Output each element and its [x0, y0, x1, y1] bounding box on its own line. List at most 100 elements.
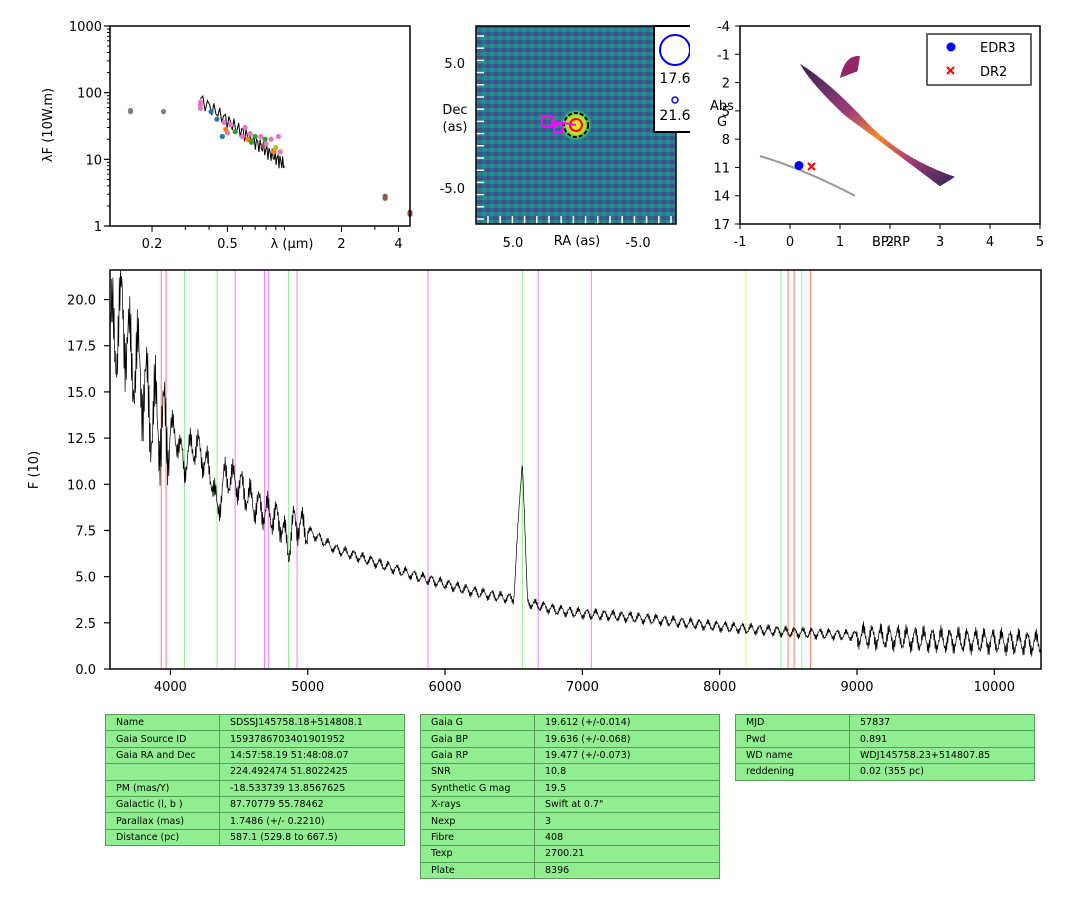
- table-value: 87.70779 55.78462: [219, 795, 405, 814]
- table-row: X-rays Swift at 0.7": [420, 795, 720, 814]
- info-table-right: MJD 57837 Pwd 0.891 WD name WDJ145758.23+5148…: [735, 713, 1035, 781]
- spectrum-ytick-label: 20.0: [67, 294, 96, 309]
- table-key: Gaia G: [420, 713, 535, 732]
- table-value: 1.7486 (+/- 0.2210): [219, 812, 405, 830]
- sed-point: [197, 99, 203, 105]
- spectrum-ylabel: Fλ (10−17erg s−1cm−2Å−1): [27, 451, 42, 489]
- spectrum-ytick-label: 10.0: [67, 478, 96, 493]
- cutout-ytick-top: 5.0: [444, 57, 465, 72]
- hr-xtick-label: 4: [986, 235, 994, 250]
- table-value: WDJ145758.23+514807.85: [849, 746, 1035, 765]
- sed-frame: [109, 25, 411, 227]
- table-value: -18.533739 13.8567625: [219, 779, 405, 797]
- table-key: SNR: [420, 763, 535, 781]
- hr-diagram: -4 -1 2 5 8 11 14 17 -1 0 1 2 3 4 5 EDR3 DR2 Abs G BP-RP: [710, 20, 1044, 250]
- sed-point: [277, 149, 283, 155]
- table-row: Gaia RP 19.477 (+/-0.073): [420, 746, 720, 765]
- spectrum-xtick-label: 6000: [429, 680, 462, 695]
- mag-bright-circle: [659, 34, 690, 66]
- cutout-ticks: [476, 35, 672, 224]
- sed-plot: 1 10 100 1000 0.2 0.5 2 4 λFλ (10−17W.m−2) λ (μ…: [41, 20, 413, 252]
- spectrum-xtick-label: 7000: [566, 680, 599, 695]
- hr-ylabel-1: Abs: [710, 99, 734, 114]
- sed-point: [263, 141, 269, 147]
- mag-legend: [653, 25, 690, 133]
- spectrum-ytick-label: 0.0: [75, 663, 96, 678]
- spectrum-series: [109, 269, 1042, 657]
- table-value: 19.612 (+/-0.014): [534, 713, 720, 732]
- table-key: Texp: [420, 845, 535, 863]
- table-value: 224.492474 51.8022425: [219, 763, 405, 781]
- legend-dr2-label: DR2: [980, 65, 1007, 80]
- sed-point: [247, 131, 253, 137]
- table-key: reddening: [735, 763, 850, 781]
- table-row: PM (mas/Y) -18.533739 13.8567625: [105, 779, 405, 797]
- table-key: Parallax (mas): [105, 812, 220, 830]
- table-row: Gaia Source ID 1593786703401901952: [105, 730, 405, 748]
- table-value: 14:57:58.19 51:48:08.07: [219, 746, 405, 765]
- cutout-xtick-right: -5.0: [625, 236, 650, 251]
- spectrum-ytick-label: 5.0: [75, 571, 96, 586]
- legend-edr3-marker: [946, 42, 956, 52]
- hr-point-dr2: [807, 162, 816, 171]
- pm-square-2: [553, 123, 563, 133]
- hr-ylabel-2: G: [717, 115, 727, 130]
- sed-ytick-label: 100: [77, 87, 102, 102]
- sed-point: [127, 108, 134, 115]
- hr-ytick-label: -4: [717, 20, 730, 35]
- table-key: Gaia Source ID: [105, 730, 220, 748]
- cutout-ylabel-1: Dec: [442, 103, 467, 118]
- hr-xtick-label: 2: [886, 235, 894, 250]
- table-key: X-rays: [420, 795, 535, 814]
- sed-point: [382, 195, 388, 201]
- sed-ylabel: λFλ (10−17W.m−2): [41, 88, 56, 162]
- sed-point: [208, 108, 214, 115]
- table-row: Plate 8396: [420, 861, 720, 879]
- table-key: Nexp: [420, 812, 535, 830]
- table-key: Fibre: [420, 828, 535, 847]
- hr-xtick-label: 5: [1036, 235, 1044, 250]
- table-row: Gaia G 19.612 (+/-0.014): [420, 713, 720, 732]
- cutout-ytick-bottom: -5.0: [440, 182, 465, 197]
- sed-point: [242, 124, 248, 131]
- legend-dr2-marker: [946, 66, 955, 75]
- table-row: Galactic (l, b ) 87.70779 55.78462: [105, 795, 405, 814]
- hr-ytick-label: 5: [722, 105, 730, 120]
- table-row: reddening 0.02 (355 pc): [735, 763, 1035, 781]
- spectrum-ytick-label: 12.5: [67, 432, 96, 447]
- hr-xtick-label: 1: [836, 235, 844, 250]
- table-value: 1593786703401901952: [219, 730, 405, 748]
- table-key: MJD: [735, 713, 850, 732]
- sed-point: [197, 105, 203, 112]
- table-key: PM (mas/Y): [105, 779, 220, 797]
- hr-xtick-label: -1: [734, 235, 747, 250]
- table-value: 3: [534, 812, 720, 830]
- hr-ytick-label: 8: [722, 133, 730, 148]
- sed-xlabel: λ (μm): [271, 237, 314, 252]
- table-key: Distance (pc): [105, 828, 220, 847]
- spectrum-ytick-label: 2.5: [75, 617, 96, 632]
- image-cutout: 17.6 21.6 5.0 -5.0 5.0 -5.0 RA (as) Dec …: [440, 25, 690, 251]
- sed-xtick-label: 0.2: [142, 237, 163, 252]
- hr-ytick-label: 2: [722, 77, 730, 92]
- table-value: SDSSJ145758.18+514808.1: [219, 713, 405, 732]
- hr-ytick-label: 11: [713, 161, 730, 176]
- table-value: 19.636 (+/-0.068): [534, 730, 720, 748]
- table-key: Gaia RA and Dec: [105, 746, 220, 765]
- hr-xtick-label: 0: [786, 235, 794, 250]
- sed-point: [271, 149, 277, 155]
- table-value: 10.8: [534, 763, 720, 781]
- hr-ytick-label: -1: [717, 48, 730, 63]
- sed-point: [160, 108, 167, 115]
- hr-wd-sequence: [759, 155, 856, 197]
- table-row: SNR 10.8: [420, 763, 720, 781]
- table-row: Distance (pc) 587.1 (529.8 to 667.5): [105, 828, 405, 847]
- sed-xtick-label: 2: [337, 237, 345, 252]
- sed-point: [252, 133, 258, 140]
- table-value: 0.891: [849, 730, 1035, 748]
- spectrum-xtick-label: 8000: [703, 680, 736, 695]
- spectrum-ytick-label: 15.0: [67, 386, 96, 401]
- sed-point: [221, 119, 227, 125]
- table-key: Pwd: [735, 730, 850, 748]
- sed-point: [232, 129, 238, 135]
